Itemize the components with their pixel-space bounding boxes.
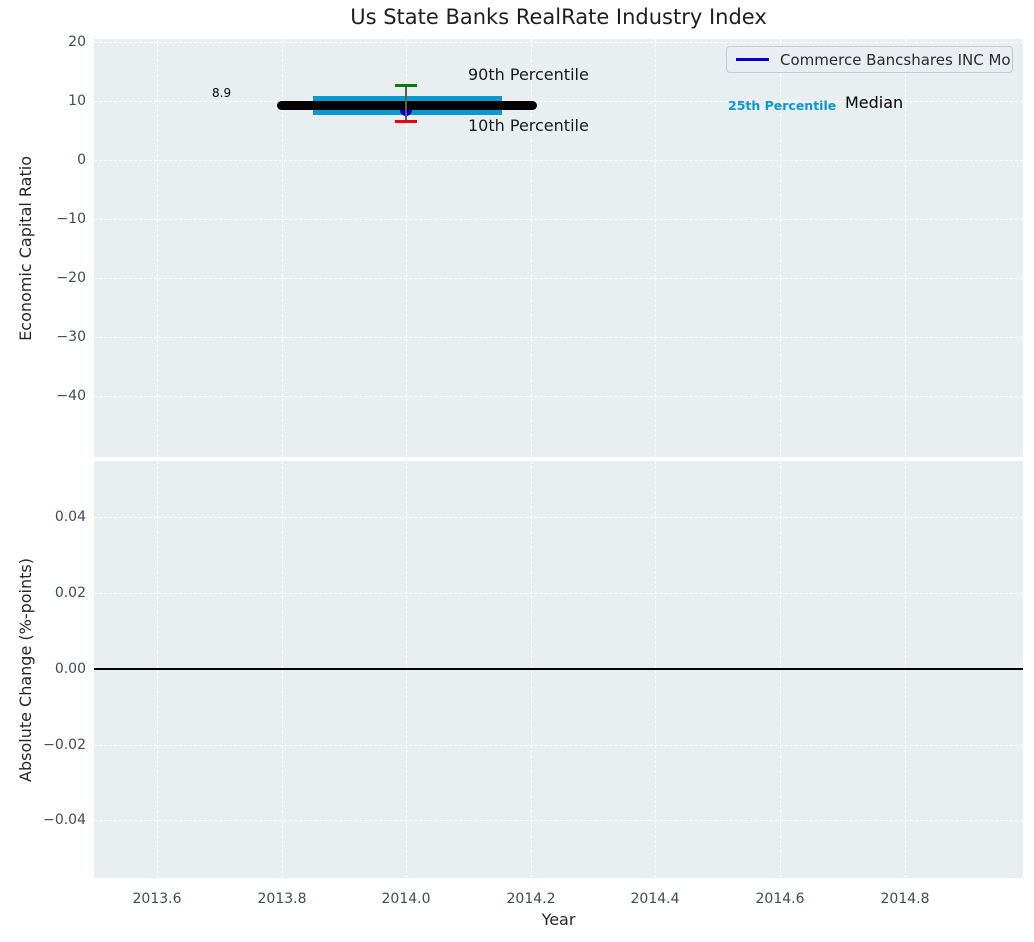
legend-line-sample xyxy=(736,58,769,61)
bottom-plot-area xyxy=(94,461,1023,878)
gridline-h xyxy=(94,160,1023,161)
gridline-h xyxy=(94,593,1023,594)
p90-cap xyxy=(395,84,417,87)
gridline-h xyxy=(94,517,1023,518)
x-tick: 2014.4 xyxy=(630,891,680,907)
top-plot-area: 8.9 90th Percentile 10th Percentile 25th… xyxy=(94,39,1023,457)
gridline-v xyxy=(282,39,283,457)
zero-change-line xyxy=(94,668,1023,670)
y-tick: −0.04 xyxy=(43,812,86,828)
legend: Commerce Bancshares INC Mo xyxy=(726,46,1013,73)
gridline-v xyxy=(406,39,407,457)
gridline-v xyxy=(655,39,656,457)
gridline-v xyxy=(157,39,158,457)
y-tick: 0.02 xyxy=(54,585,86,601)
bottom-y-axis-label-wrap: Absolute Change (%-points) xyxy=(12,461,38,878)
y-tick: −20 xyxy=(56,270,86,286)
gridline-h xyxy=(94,42,1023,43)
gridline-v xyxy=(531,39,532,457)
x-tick: 2014.6 xyxy=(755,891,805,907)
chart-title: Us State Banks RealRate Industry Index xyxy=(350,5,767,29)
top-y-axis-label: Economic Capital Ratio xyxy=(15,155,35,341)
p10-label: 10th Percentile xyxy=(468,116,589,135)
gridline-v xyxy=(780,39,781,457)
gridline-h xyxy=(94,337,1023,338)
y-tick: −30 xyxy=(56,329,86,345)
gridline-h xyxy=(94,101,1023,102)
y-tick: −0.02 xyxy=(43,737,86,753)
top-y-axis-label-wrap: Economic Capital Ratio xyxy=(12,39,38,457)
gridline-h xyxy=(94,820,1023,821)
y-tick: 0.00 xyxy=(54,661,86,677)
gridline-h xyxy=(94,396,1023,397)
y-tick: 10 xyxy=(68,93,86,109)
y-tick: 20 xyxy=(68,34,86,50)
gridline-h xyxy=(94,278,1023,279)
x-tick: 2014.0 xyxy=(381,891,431,907)
gridline-v xyxy=(905,39,906,457)
x-tick: 2014.2 xyxy=(506,891,556,907)
bottom-y-axis-label: Absolute Change (%-points) xyxy=(15,557,35,782)
legend-label: Commerce Bancshares INC Mo xyxy=(780,50,1011,69)
median-value-label: 8.9 xyxy=(212,86,232,100)
p90-label: 90th Percentile xyxy=(468,65,589,84)
p10-cap xyxy=(395,120,417,123)
y-tick: −10 xyxy=(56,211,86,227)
median-label: Median xyxy=(845,93,904,112)
gridline-h xyxy=(94,745,1023,746)
percentile-whisker-line xyxy=(405,86,407,120)
x-tick: 2013.8 xyxy=(257,891,307,907)
y-tick: 0 xyxy=(77,152,86,168)
x-tick: 2013.6 xyxy=(132,891,182,907)
median-line xyxy=(277,101,537,110)
x-axis-label: Year xyxy=(541,910,576,929)
y-tick: 0.04 xyxy=(54,509,86,525)
p25-label: 25th Percentile xyxy=(728,98,837,113)
y-tick: −40 xyxy=(56,388,86,404)
gridline-h xyxy=(94,219,1023,220)
x-tick: 2014.8 xyxy=(880,891,930,907)
